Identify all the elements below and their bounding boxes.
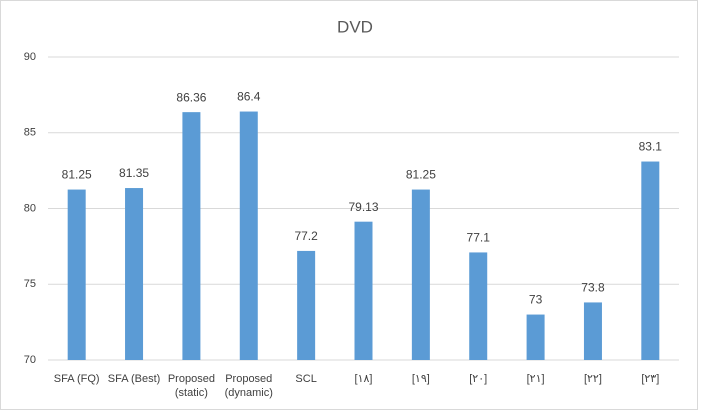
data-label: 81.25: [406, 168, 436, 182]
x-tick-label: [۲۳]: [641, 373, 660, 385]
x-tick-label: SCL: [295, 373, 317, 385]
chart-title: DVD: [337, 17, 373, 36]
y-tick-label: 75: [24, 278, 36, 290]
data-label: 83.1: [639, 140, 663, 154]
bar: [297, 250, 316, 360]
x-tick-label: [۲۰]: [469, 373, 488, 385]
bar: [125, 188, 144, 360]
bar: [526, 314, 545, 360]
x-tick-label: [۱۹]: [411, 373, 430, 385]
y-tick-label: 85: [24, 127, 36, 139]
data-label: 73: [529, 293, 543, 307]
bar: [469, 252, 488, 360]
data-label: 86.36: [176, 90, 206, 104]
y-tick-label: 70: [24, 354, 36, 366]
x-tick-label: [۲۲]: [583, 373, 602, 385]
data-label: 73.8: [581, 281, 605, 295]
x-tick-label: Proposed (static): [167, 373, 215, 399]
data-label: 77.1: [467, 231, 491, 245]
x-tick-label: SFA (Best): [107, 373, 161, 385]
bar: [239, 111, 258, 360]
bar: [641, 161, 660, 360]
data-label: 77.2: [294, 229, 318, 243]
bar: [411, 189, 430, 360]
bar: [354, 221, 373, 360]
x-tick-label: Proposed (dynamic): [224, 373, 273, 399]
bar: [182, 112, 201, 361]
bar: [583, 302, 602, 360]
y-tick-label: 90: [24, 51, 36, 63]
y-tick-label: 80: [24, 202, 36, 214]
data-label: 81.35: [119, 166, 149, 180]
x-tick-label: SFA (FQ): [53, 373, 100, 385]
data-label: 81.25: [62, 168, 92, 182]
x-tick-label: [۱۸]: [354, 373, 373, 385]
bar: [67, 189, 86, 360]
data-label: 86.4: [237, 90, 261, 104]
data-label: 79.13: [348, 200, 378, 214]
x-tick-label: [۲۱]: [526, 373, 545, 385]
